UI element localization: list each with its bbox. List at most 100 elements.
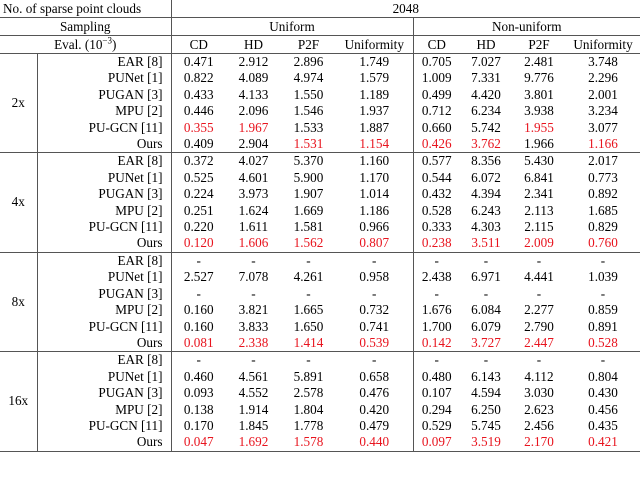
eval-exponent: −3	[102, 35, 112, 46]
method-name: PUGAN [3]	[37, 86, 172, 104]
metric-value-uniform: 2.912	[238, 54, 269, 69]
metric-value-uniform: -	[336, 285, 414, 303]
metric-value-uniform: 0.460	[183, 368, 214, 384]
metric-value-nonuniform: 1.966	[512, 136, 566, 154]
metric-value-nonuniform: -	[483, 352, 489, 368]
table-row: MPU [2] 0.251 1.624 1.669 1.186 0.528 6.243 2.1…	[0, 202, 640, 220]
metric-value-nonuniform: -	[434, 352, 439, 368]
uniform-label: Uniform	[171, 17, 414, 36]
metric-value-nonuniform: 6.234	[471, 103, 501, 119]
metric-value-nonuniform: -	[483, 285, 489, 301]
metric-value-nonuniform: -	[536, 285, 542, 301]
metric-value-nonuniform: 0.544	[421, 169, 452, 185]
metric-header-uniform-uniformity: Uniformity	[336, 35, 414, 54]
metric-value-nonuniform: 6.079	[471, 318, 501, 334]
metric-value-nonuniform: 2.277	[524, 302, 554, 318]
metric-value-uniform: 0.807	[336, 235, 414, 253]
metric-value-uniform: 1.154	[336, 136, 414, 154]
method-name: MPU [2]	[37, 202, 172, 220]
metric-value-nonuniform: -	[536, 352, 542, 368]
header-row-sparse-count: No. of sparse point clouds 2048	[0, 0, 640, 18]
metric-value-uniform: 1.937	[336, 103, 414, 120]
metric-value-uniform: 1.967	[238, 119, 269, 135]
metric-value-uniform: 0.170	[183, 417, 214, 433]
metric-value-uniform: -	[196, 252, 201, 268]
metric-value-uniform: 1.665	[293, 302, 324, 318]
method-name: MPU [2]	[37, 302, 172, 319]
metric-value-nonuniform: 3.519	[460, 434, 512, 452]
metric-value-uniform: 0.220	[183, 219, 214, 235]
metric-value-nonuniform: 0.432	[421, 186, 452, 202]
table-row: 16x EAR [8] - - - - - - - -	[0, 351, 640, 452]
table-row: PU-GCN [11] 0.160 3.833 1.650 0.741 1.700 6.07…	[0, 318, 640, 335]
table-row: PU-GCN [11] 0.355 1.967 1.533 1.887 0.660 5.74…	[0, 119, 640, 137]
results-table: No. of sparse point clouds 2048 Sampling…	[0, 0, 640, 452]
metric-value-uniform: 1.579	[336, 70, 414, 87]
metric-value-uniform: -	[251, 285, 256, 301]
metric-value-nonuniform: 0.421	[566, 434, 640, 452]
method-name: PUNet [1]	[37, 169, 172, 187]
metric-value-uniform: 2.527	[183, 269, 214, 285]
metric-value-uniform: 1.887	[336, 119, 414, 137]
metric-value-nonuniform: 0.892	[588, 186, 618, 202]
method-name: EAR [8]	[37, 53, 172, 71]
metric-value-uniform: 1.692	[226, 434, 281, 452]
metric-value-nonuniform: 0.529	[421, 417, 452, 433]
metric-value-uniform: 4.552	[238, 385, 269, 401]
metric-value-nonuniform: 2.001	[588, 86, 618, 102]
metric-value-uniform: 2.578	[293, 385, 324, 401]
metric-value-nonuniform: 0.294	[421, 401, 452, 417]
metric-value-nonuniform: 3.234	[588, 103, 618, 119]
metric-value-uniform: 1.624	[238, 202, 269, 218]
metric-value-uniform: 0.433	[183, 86, 214, 102]
metric-value-nonuniform: 4.594	[471, 385, 501, 401]
table-row: PUNet [1] 0.525 4.601 5.900 1.170 0.544 6.072 6…	[0, 169, 640, 187]
metric-value-uniform: 0.081	[171, 334, 226, 353]
metric-header-uniform-cd: CD	[189, 37, 208, 52]
table-row: PU-GCN [11] 0.220 1.611 1.581 0.966 0.333 4.30…	[0, 219, 640, 236]
table-row: Ours 0.120 1.606 1.562 0.807 0.238 3.511 2.009 0…	[0, 235, 640, 253]
metric-value-nonuniform: -	[483, 252, 489, 268]
metric-value-nonuniform: 2.170	[512, 434, 566, 452]
metric-value-nonuniform: 1.039	[588, 269, 618, 285]
metric-value-nonuniform: 6.084	[471, 302, 501, 318]
table-row: PUGAN [3] 0.224 3.973 1.907 1.014 0.432 4.394 2…	[0, 186, 640, 203]
metric-value-uniform: 1.533	[293, 119, 324, 135]
scale-label: 8x	[0, 252, 38, 353]
method-name: PU-GCN [11]	[37, 119, 172, 137]
metric-value-uniform: 1.531	[281, 136, 336, 154]
metric-value-nonuniform: 2.456	[524, 417, 554, 433]
metric-value-uniform: 0.446	[183, 103, 214, 119]
metric-value-uniform: 1.581	[293, 219, 324, 235]
metric-value-uniform: 4.974	[293, 70, 324, 86]
metric-value-nonuniform: 1.685	[588, 202, 618, 218]
scale-label: 16x	[0, 351, 38, 452]
metric-value-uniform: 1.778	[293, 417, 324, 433]
metric-value-uniform: -	[336, 252, 414, 270]
metric-value-nonuniform: 9.776	[524, 70, 554, 86]
metric-value-uniform: 0.120	[171, 235, 226, 253]
sampling-label: Sampling	[0, 17, 172, 36]
metric-value-nonuniform: 2.115	[524, 219, 554, 235]
metric-value-uniform: 7.078	[238, 269, 269, 285]
table-row: Ours 0.081 2.338 1.414 0.539 0.142 3.727 2.447 0…	[0, 334, 640, 353]
metric-value-nonuniform: 1.700	[421, 318, 452, 334]
metric-value-uniform: 0.741	[336, 318, 414, 335]
metric-value-nonuniform: -	[536, 252, 542, 268]
eval-label-text: Eval. (10	[54, 37, 103, 52]
method-name: MPU [2]	[37, 401, 172, 418]
metric-value-nonuniform: 6.841	[524, 169, 554, 185]
metric-value-uniform: 4.089	[238, 70, 269, 86]
metric-value-nonuniform: 2.296	[588, 70, 618, 86]
method-name: PUGAN [3]	[37, 385, 172, 402]
metric-value-uniform: 1.562	[281, 235, 336, 253]
table-row: PUNet [1] 0.460 4.561 5.891 0.658 0.480 6.143 4…	[0, 368, 640, 386]
table-row: Ours 0.409 2.904 1.531 1.154 0.426 3.762 1.966 1…	[0, 136, 640, 154]
metric-value-uniform: 2.338	[226, 334, 281, 353]
metric-value-uniform: -	[251, 252, 256, 268]
metric-value-uniform: 0.093	[183, 385, 214, 401]
metric-value-nonuniform: 0.097	[413, 434, 460, 452]
metric-value-nonuniform: 1.166	[566, 136, 640, 154]
metric-value-uniform: 2.904	[226, 136, 281, 154]
metric-value-nonuniform: 2.017	[588, 153, 618, 169]
